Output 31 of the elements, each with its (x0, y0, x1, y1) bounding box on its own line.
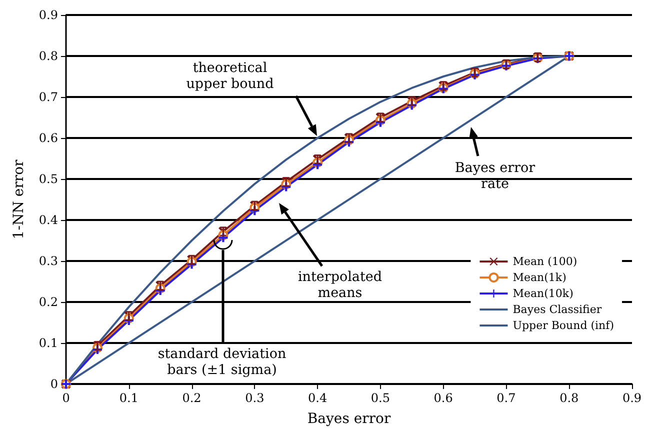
x-tick-label: 0.1 (119, 391, 138, 405)
x-tick-label: 0.9 (622, 391, 642, 405)
annotation: standard deviation bars (±1 sigma) (158, 346, 286, 378)
y-axis-title: 1-NN error (11, 160, 27, 240)
annotation: interpolated means (298, 269, 382, 301)
x-tick-label: 0.6 (434, 391, 453, 405)
annotation: Bayes error rate (454, 160, 536, 192)
x-tick-label: 0.7 (496, 391, 516, 405)
y-tick-label: 0.5 (38, 172, 58, 186)
legend-label: Upper Bound (inf) (512, 319, 614, 332)
y-tick-label: 0.3 (38, 254, 58, 268)
y-tick-label: 0.2 (38, 295, 58, 309)
y-tick-label: 0.7 (38, 90, 58, 104)
x-axis-title: Bayes error (307, 411, 391, 427)
x-tick-label: 0.8 (560, 391, 579, 405)
legend-label: Mean(10k) (512, 287, 574, 300)
x-tick-label: 0.3 (245, 391, 264, 405)
x-tick-label: 0.4 (308, 391, 328, 405)
legend-label: Bayes Classifier (512, 303, 602, 316)
y-tick-label: 0 (50, 377, 58, 391)
y-tick-label: 0.1 (38, 336, 58, 350)
x-tick-label: 0.5 (370, 391, 390, 405)
y-tick-label: 0.6 (38, 131, 58, 145)
y-tick-label: 0.9 (38, 8, 58, 22)
legend-label: Mean (100) (512, 255, 578, 268)
x-tick-label: 0 (62, 391, 70, 405)
x-tick-label: 0.2 (182, 391, 202, 405)
annotation: theoretical upper bound (186, 60, 274, 92)
y-tick-label: 0.4 (38, 213, 58, 227)
y-tick-label: 0.8 (38, 49, 58, 63)
legend-label: Mean(1k) (512, 271, 566, 284)
